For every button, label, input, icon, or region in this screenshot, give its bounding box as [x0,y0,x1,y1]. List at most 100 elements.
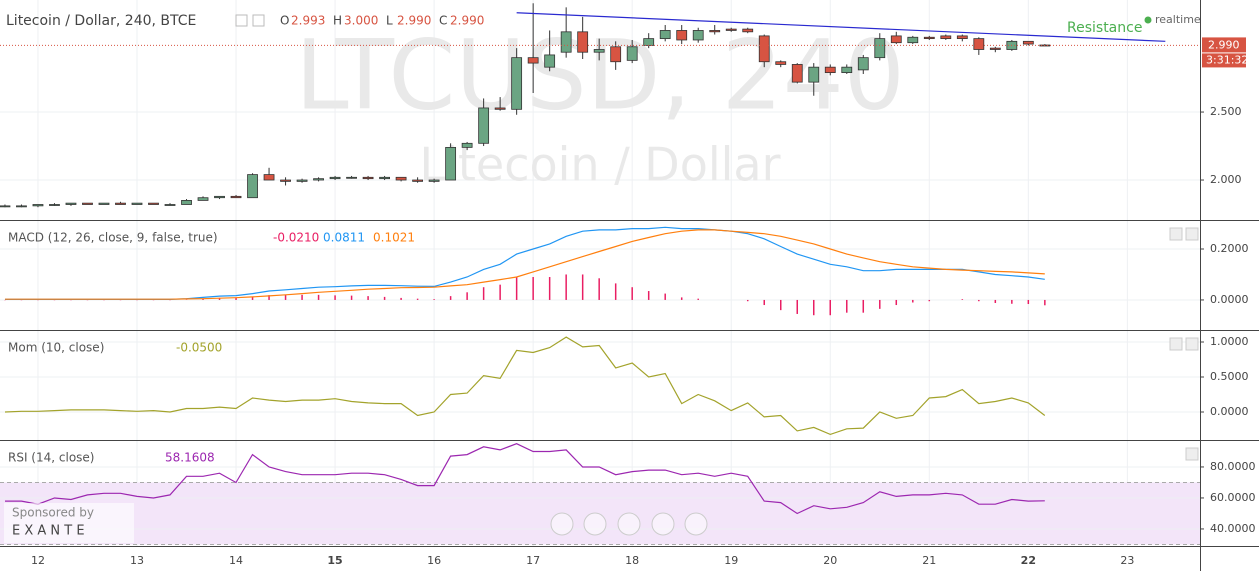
x-tick-label: 21 [922,554,936,567]
trendline [516,12,1166,42]
y-tick-label: 2.000 [1210,173,1242,186]
y-tick-label: 0.2000 [1210,242,1249,255]
candle-body [379,176,390,180]
legend-value: 0.1021 [373,231,415,245]
candle-body [560,31,572,53]
candle-body [494,107,506,110]
candle-body [263,174,275,181]
status: realtime [1155,13,1201,26]
candle-body [973,38,985,50]
indicator-title: MACD (12, 26, close, 9, false, true) [8,231,218,245]
x-tick-label: 22 [1021,554,1036,567]
indicator-line [4,336,1046,436]
ohlc-value: 2.993 [291,14,325,28]
y-tick-label: 80.0000 [1210,460,1256,473]
scroll-right-button[interactable] [684,512,708,536]
candle-body [445,146,457,181]
candle-body [164,204,176,206]
candle-body [544,54,556,68]
zoom-in-button[interactable] [651,512,675,536]
ohlc-value: 2.990 [397,14,431,28]
watermark: LTCUSD, 240 [295,19,905,131]
candle-body [940,35,952,40]
candle-body [907,36,919,44]
candle-body [824,66,836,74]
candle-body [0,205,11,208]
candle-body [65,202,77,205]
candle-body [1022,40,1034,45]
candle-body [676,30,688,41]
candle-body [478,107,490,144]
ohlc-value: 2.990 [450,14,484,28]
candle-body [32,204,44,207]
x-tick-label: 18 [625,554,639,567]
ohlc-key: L [386,14,393,28]
panel-button[interactable] [1185,227,1199,241]
candle-body [791,64,803,83]
candle-body [989,47,1001,50]
candle-body [197,197,209,201]
candle-body [775,61,787,65]
candle-body [181,200,192,205]
candle-body [890,35,902,44]
candle-body [131,202,143,205]
candle-body [527,57,539,64]
x-tick-label: 19 [724,554,738,567]
y-tick-label: 2.500 [1210,105,1242,118]
x-tick-label: 12 [31,554,45,567]
timer-badge [1202,53,1246,68]
candle-body [725,28,737,31]
panel-button[interactable] [1169,337,1183,351]
icon[interactable] [252,14,265,27]
candle-body [214,195,225,199]
candle-body [659,30,671,40]
annotation: Resistance [1067,20,1142,36]
candle-body [395,176,407,181]
candle-body [115,202,126,205]
candle-body [923,36,935,40]
candle-body [742,28,754,33]
reset-button[interactable] [617,512,641,536]
panel-button[interactable] [1185,447,1199,461]
zoom-out-button[interactable] [583,512,607,536]
x-tick-label: 16 [427,554,441,567]
y-tick-label: 60.0000 [1210,491,1256,504]
y-tick-label: 0.0000 [1210,405,1249,418]
panel-button[interactable] [1169,227,1183,241]
x-tick-label: 20 [823,554,837,567]
band-fill [0,482,1200,545]
candle-body [98,202,110,205]
candle-body [841,66,853,74]
candle-body [626,46,638,61]
candle-body [428,179,440,182]
candle-body [511,57,523,110]
x-tick-label: 15 [327,554,342,567]
sponsor-box[interactable] [4,503,134,543]
scroll-left-button[interactable] [550,512,574,536]
candle-body [49,204,60,206]
y-tick-label: 0.0000 [1210,293,1249,306]
sponsor-brand: E X A N T E [12,524,85,539]
icon[interactable] [235,14,248,27]
ohlc-key: H [333,14,342,28]
indicator-title: Mom (10, close) [8,341,104,355]
y-tick-label: 40.0000 [1210,522,1256,535]
ohlc-key: O [280,14,289,28]
sponsor-text: Sponsored by [12,506,94,520]
candle-body [758,35,770,63]
plot-layer: 12 13 14 15 16 17 18 19 20 21 22 23 2.000 2.500 2.990 3… [0,3,1256,567]
x-tick-label: 17 [526,554,540,567]
ohlc-key: C [439,14,447,28]
indicator-line [5,229,1045,300]
candle-body [296,179,308,182]
watermark-subtitle: Litecoin / Dollar [419,138,780,192]
indicator-line [5,443,1045,515]
ohlc-value: 3.000 [344,14,378,28]
legend-value: -0.0500 [176,341,222,355]
panel-button[interactable] [1185,337,1199,351]
under-layer [0,0,1200,546]
y-tick-label: 0.5000 [1210,370,1249,383]
legend-value: 0.0811 [323,231,365,245]
